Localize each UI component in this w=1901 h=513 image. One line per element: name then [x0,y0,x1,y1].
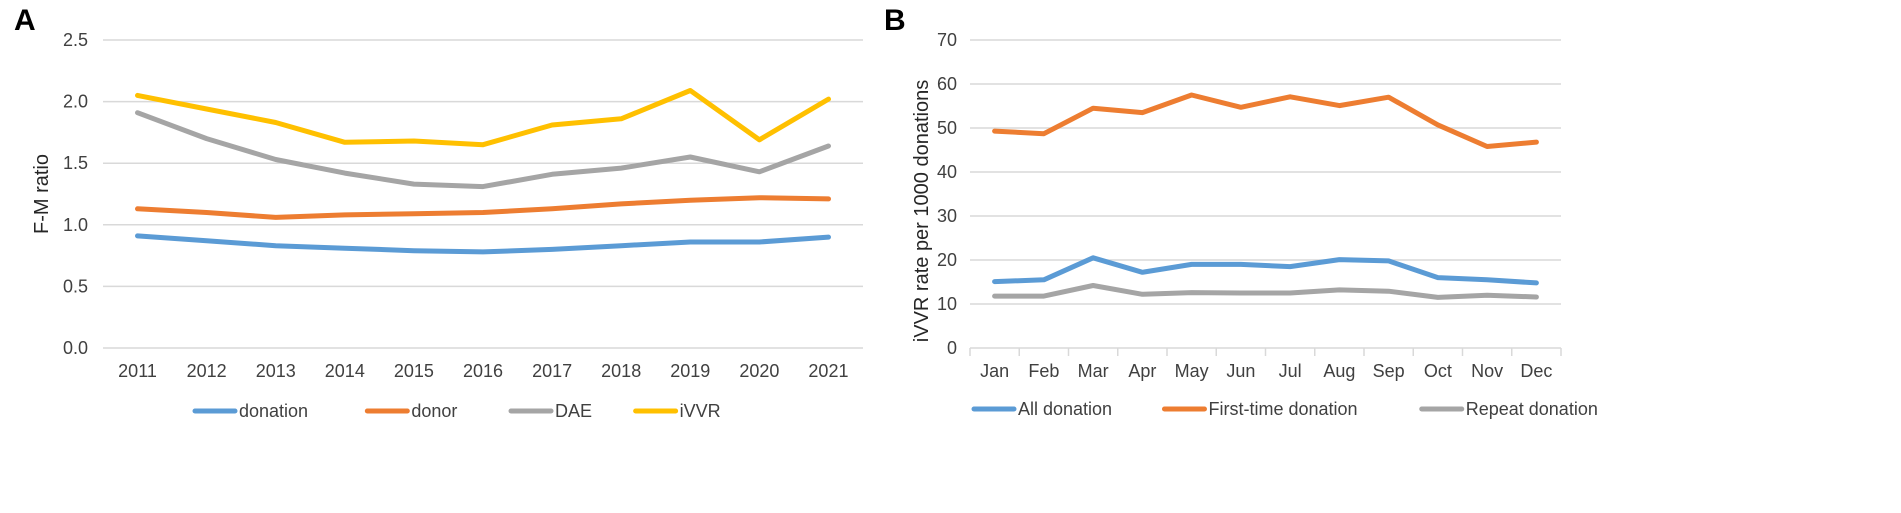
y-tick-label: 20 [937,250,957,270]
x-tick-label: Dec [1520,361,1552,381]
x-tick-label: Jun [1226,361,1255,381]
x-tick-label: Mar [1078,361,1109,381]
panel-label: A [14,4,36,37]
x-tick-label: Apr [1128,361,1156,381]
chart-panel-b: B 0 10 20 30 40 50 60 70 Jan Feb Mar Apr May Jun Jul Aug… [884,4,1598,419]
x-tick-label: May [1175,361,1209,381]
x-tick-label: Nov [1471,361,1503,381]
x-tick-label: 2016 [463,361,503,381]
x-tick-label: Oct [1424,361,1452,381]
series-line-ivvr [135,88,831,148]
x-tick-label: 2020 [739,361,779,381]
panel-label: B [884,4,906,37]
chart-panel-a: A 0.0 0.5 1.0 1.5 2.0 2.5 2011 2012 2013 2014 2015 2… [14,4,863,421]
x-tick-label: Feb [1028,361,1059,381]
y-tick-label: 50 [937,118,957,138]
y-tick-label: 40 [937,162,957,182]
series-line-donation [135,233,831,255]
x-tick-label: 2012 [187,361,227,381]
x-tick-label: 2014 [325,361,365,381]
x-tick-label: Aug [1323,361,1355,381]
x-tick-label: Jan [980,361,1009,381]
x-tick-label: 2021 [808,361,848,381]
x-tick-label: 2013 [256,361,296,381]
series-line-dae [135,110,831,190]
x-tick-label: Jul [1279,361,1302,381]
x-tick-label: 2019 [670,361,710,381]
y-tick-label: 60 [937,74,957,94]
y-tick-label: 30 [937,206,957,226]
series-line-repeat-donation [992,283,1539,300]
y-tick-label: 0.5 [63,276,88,296]
legend-label: Repeat donation [1466,399,1598,419]
x-tick-label: Sep [1373,361,1405,381]
y-tick-label: 10 [937,294,957,314]
y-axis-title: F-M ratio [31,154,53,234]
y-tick-label: 70 [937,30,957,50]
y-tick-label: 1.0 [63,215,88,235]
legend-label: donation [239,401,308,421]
legend-label: donor [411,401,457,421]
x-tick-label: 2018 [601,361,641,381]
y-tick-label: 0 [947,338,957,358]
series-line-all-donation [992,255,1539,286]
y-tick-label: 2.5 [63,30,88,50]
x-tick-label: 2017 [532,361,572,381]
legend-label: All donation [1018,399,1112,419]
series-line-donor [135,195,831,220]
legend-label: DAE [555,401,592,421]
series-line-first-time-donation [992,92,1539,149]
y-tick-label: 2.0 [63,92,88,112]
y-tick-label: 1.5 [63,153,88,173]
y-tick-label: 0.0 [63,338,88,358]
legend-label: First-time donation [1208,399,1357,419]
x-tick-label: 2015 [394,361,434,381]
x-tick-label: 2011 [118,361,157,381]
legend-label: iVVR [680,401,721,421]
y-axis-title: iVVR rate per 1000 donations [911,80,933,342]
